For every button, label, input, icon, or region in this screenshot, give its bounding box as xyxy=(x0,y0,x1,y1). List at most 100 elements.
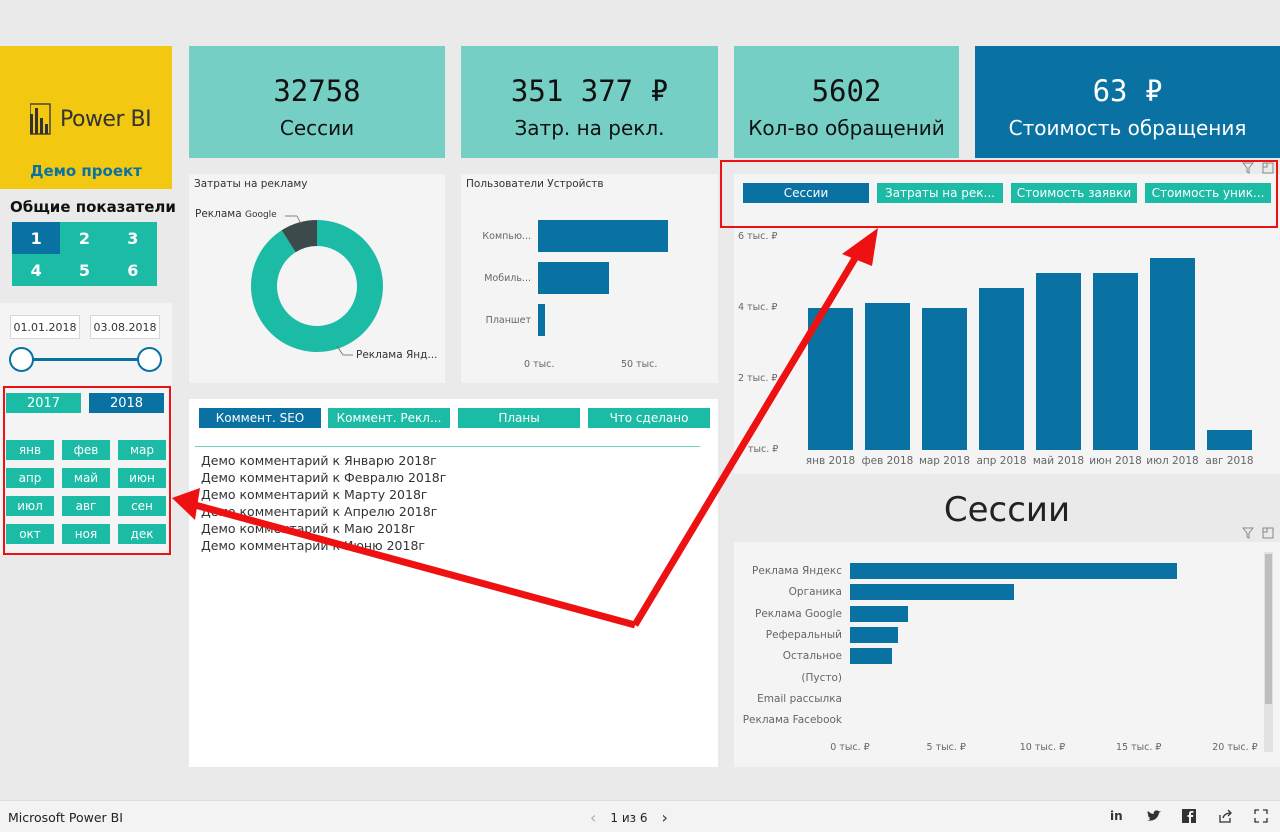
source-category-label: Email рассылка xyxy=(757,692,842,705)
donut-slice[interactable] xyxy=(251,220,383,352)
focus-mode-icon[interactable] xyxy=(1262,162,1274,174)
facebook-icon[interactable] xyxy=(1182,809,1196,823)
metric-tab-unique-cost[interactable]: Стоимость уник... xyxy=(1145,183,1271,203)
month-button[interactable]: апр xyxy=(6,468,54,488)
logo-brand: Power BI xyxy=(60,106,152,132)
metric-tab-request-cost[interactable]: Стоимость заявки xyxy=(1011,183,1137,203)
page-button-2[interactable]: 2 xyxy=(78,228,91,248)
metric-tab-sessions[interactable]: Сессии xyxy=(743,183,869,203)
monthly-x-tick: мар 2018 xyxy=(918,455,971,467)
source-bar[interactable] xyxy=(850,626,899,643)
footer-brand: Microsoft Power BI xyxy=(8,810,123,825)
monthly-bar[interactable] xyxy=(1036,272,1081,450)
month-button[interactable]: янв xyxy=(6,440,54,460)
kpi-card-requests: 5602 Кол-во обращений xyxy=(734,46,959,158)
comment-line: Демо комментарий к Апрелю 2018г xyxy=(201,504,438,519)
source-bar[interactable] xyxy=(850,648,893,665)
page-button-4[interactable]: 4 xyxy=(30,260,42,280)
donut-label-google-suffix: Google xyxy=(244,210,277,220)
metric-tab-ad-cost[interactable]: Затраты на рек... xyxy=(877,183,1003,203)
source-category-label: Органика xyxy=(788,586,842,599)
monthly-bar[interactable] xyxy=(1093,273,1138,450)
page-indicator: 1 из 6 xyxy=(610,810,648,825)
monthly-bar[interactable] xyxy=(1150,258,1195,450)
source-bar[interactable] xyxy=(850,605,908,622)
tab-comment-ads[interactable]: Коммент. Рекл... xyxy=(328,408,450,428)
source-category-label: Реферальный xyxy=(765,628,842,641)
date-from-input[interactable]: 01.01.2018 xyxy=(10,315,80,339)
panel-title: Затраты на рекламу xyxy=(194,178,308,190)
fullscreen-icon[interactable] xyxy=(1254,809,1268,823)
month-button[interactable]: июл xyxy=(6,496,54,516)
month-button[interactable]: июн xyxy=(118,468,166,488)
traffic-sources-panel: Реклама Яндекс Органика Реклама Google Рефе… xyxy=(734,542,1280,767)
sessions-chart-title: Сессии xyxy=(943,490,1071,530)
date-slider-start-handle[interactable] xyxy=(9,347,34,372)
donut-label-yandex: Реклама Янд... xyxy=(356,349,438,361)
linkedin-icon[interactable]: in xyxy=(1110,809,1123,823)
page-button-6[interactable]: 6 xyxy=(127,260,139,280)
monthly-bar[interactable] xyxy=(979,288,1024,450)
source-category-label: Остальное xyxy=(782,650,842,663)
month-grid: янв фев мар апр май июн июл авг сен окт … xyxy=(6,440,166,544)
date-to-input[interactable]: 03.08.2018 xyxy=(90,315,160,339)
year-button-2017[interactable]: 2017 xyxy=(6,393,81,413)
tab-plans[interactable]: Планы xyxy=(458,408,580,428)
filter-icon[interactable] xyxy=(1242,527,1254,539)
kpi-card-sessions: 32758 Сессии xyxy=(189,46,445,158)
month-button[interactable]: фев xyxy=(62,440,110,460)
monthly-x-tick: июл 2018 xyxy=(1146,455,1199,467)
source-category-label: Реклама Facebook xyxy=(742,714,842,727)
month-button[interactable]: авг xyxy=(62,496,110,516)
source-bar[interactable] xyxy=(850,584,1014,601)
kpi-card-ad-cost: 351 377 ₽ Затр. на рекл. xyxy=(461,46,718,158)
date-slider-track[interactable] xyxy=(22,358,150,361)
month-button[interactable]: сен xyxy=(118,496,166,516)
device-bar[interactable] xyxy=(538,304,546,336)
source-bar[interactable] xyxy=(850,563,1178,579)
donut-label-google-prefix: Реклама xyxy=(195,208,242,220)
share-icon[interactable] xyxy=(1218,809,1233,823)
monthly-bar[interactable] xyxy=(865,302,910,450)
tab-done[interactable]: Что сделано xyxy=(588,408,710,428)
device-bar[interactable] xyxy=(538,262,609,294)
monthly-y-tick: 4 тыс. ₽ xyxy=(738,302,778,313)
year-month-slicer: 2017 2018 янв фев мар апр май июн июл ав… xyxy=(0,383,172,554)
date-range-slicer: 01.01.2018 03.08.2018 xyxy=(0,303,172,383)
panel-title: Пользователи Устройств xyxy=(466,178,604,190)
device-category-label: Планшет xyxy=(485,315,531,326)
highlight-box-months xyxy=(3,386,171,555)
focus-mode-icon[interactable] xyxy=(1262,527,1274,539)
month-button[interactable]: окт xyxy=(6,524,54,544)
powerbi-logo-tile: Power BI Демо проект xyxy=(0,46,172,189)
page-button-5[interactable]: 5 xyxy=(78,260,91,280)
kpi-label: Кол-во обращений xyxy=(748,116,945,140)
monthly-x-tick: май 2018 xyxy=(1032,455,1085,467)
general-indicators-title: Общие показатели xyxy=(10,198,176,216)
kpi-value: 5602 xyxy=(811,74,882,108)
month-button[interactable]: май xyxy=(62,468,110,488)
twitter-icon[interactable] xyxy=(1146,809,1162,823)
device-bar[interactable] xyxy=(538,220,668,252)
source-x-tick: 5 тыс. ₽ xyxy=(926,742,966,753)
month-button[interactable]: мар xyxy=(118,440,166,460)
page-button-3[interactable]: 3 xyxy=(127,228,139,248)
next-page-icon[interactable]: › xyxy=(661,808,668,827)
kpi-label: Стоимость обращения xyxy=(1008,116,1247,140)
filter-icon[interactable] xyxy=(1242,162,1254,174)
page-button-1[interactable]: 1 xyxy=(12,222,61,254)
monthly-bar[interactable] xyxy=(922,308,967,450)
year-button-2018[interactable]: 2018 xyxy=(89,393,164,413)
month-button[interactable]: ноя xyxy=(62,524,110,544)
monthly-x-tick: авг 2018 xyxy=(1205,455,1254,467)
scrollbar-thumb[interactable] xyxy=(1265,554,1272,704)
tab-comment-seo[interactable]: Коммент. SEO xyxy=(199,408,321,428)
footer-bar: Microsoft Power BI ‹ 1 из 6 › in xyxy=(0,800,1280,832)
month-button[interactable]: дек xyxy=(118,524,166,544)
donut-slice[interactable] xyxy=(281,220,317,253)
monthly-bar[interactable] xyxy=(808,308,853,450)
monthly-x-tick: июн 2018 xyxy=(1089,455,1142,467)
monthly-bar[interactable] xyxy=(1207,430,1252,450)
date-slider-end-handle[interactable] xyxy=(137,347,162,372)
prev-page-icon[interactable]: ‹ xyxy=(590,808,597,827)
